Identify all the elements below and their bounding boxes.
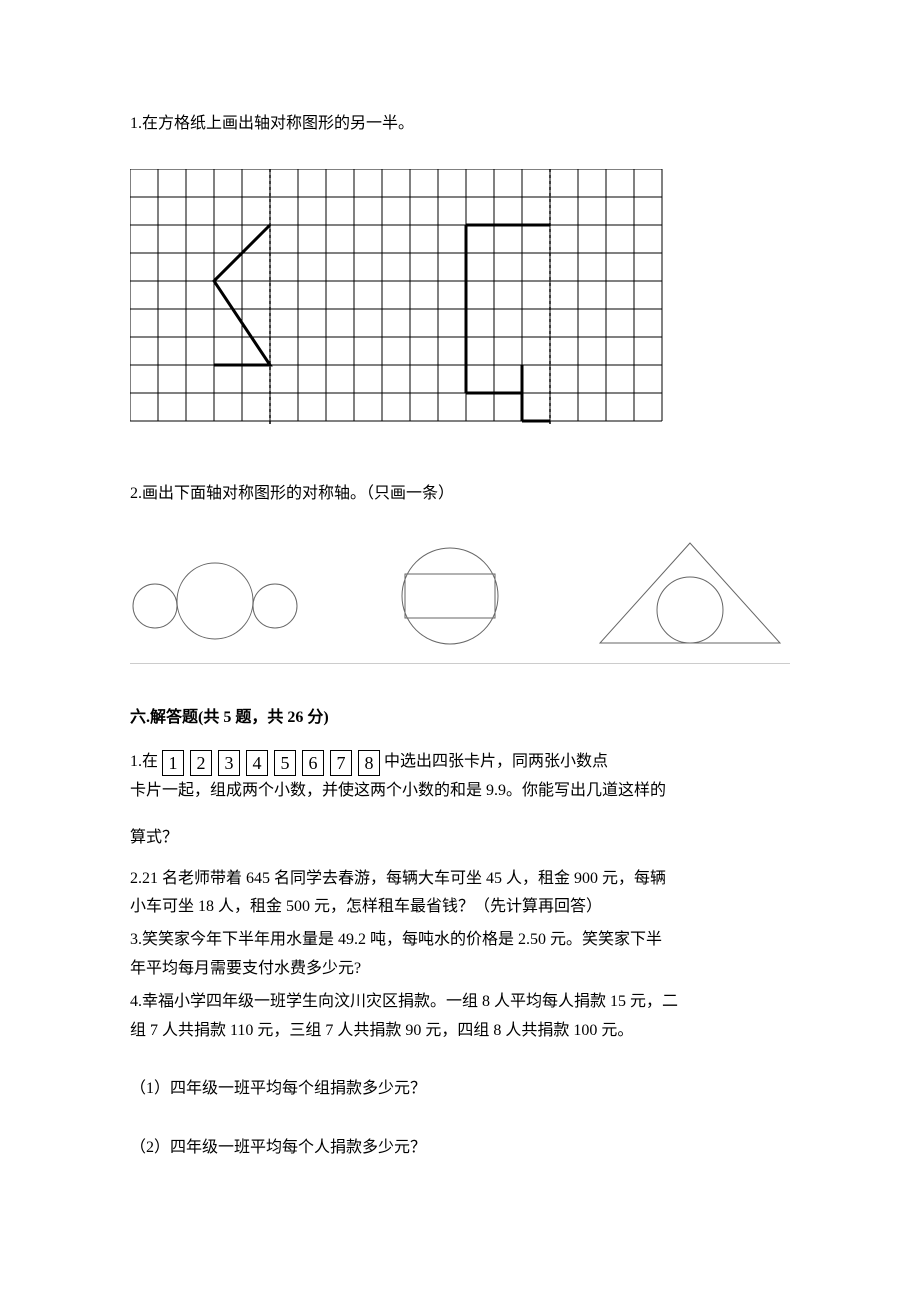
number-card: 4	[246, 750, 268, 776]
q4-sub1: （1）四年级一班平均每个组捐款多少元？	[130, 1075, 790, 1104]
q4-line2: 组 7 人共捐款 110 元，三组 7 人共捐款 90 元，四组 8 人共捐款 …	[130, 1017, 790, 1046]
number-card: 1	[162, 750, 184, 776]
number-card: 6	[302, 750, 324, 776]
symmetry-shapes-row	[130, 538, 790, 664]
q1-prefix: 1.在	[130, 748, 158, 777]
q2-line1: 2.21 名老师带着 645 名同学去春游，每辆大车可坐 45 人，租金 900…	[130, 865, 790, 894]
grid-svg	[130, 169, 670, 429]
q4-line1: 4.幸福小学四年级一班学生向汶川灾区捐款。一组 8 人平均每人捐款 15 元，二	[130, 988, 790, 1017]
q1-line3: 算式？	[130, 824, 790, 853]
number-cards-row: 12345678	[162, 750, 380, 776]
number-card: 3	[218, 750, 240, 776]
q2-line2: 小车可坐 18 人，租金 500 元，怎样租车最省钱？（先计算再回答）	[130, 893, 790, 922]
number-card: 5	[274, 750, 296, 776]
q1-suffix: 中选出四张卡片，同两张小数点	[384, 748, 608, 777]
q3-line2: 年平均每月需要支付水费多少元?	[130, 955, 790, 984]
q1-line2: 卡片一起，组成两个小数，并使这两个小数的和是 9.9。你能写出几道这样的	[130, 777, 790, 806]
section-6-question-1: 1.在 12345678 中选出四张卡片，同两张小数点 卡片一起，组成两个小数，…	[130, 748, 790, 852]
shape-three-circles	[130, 546, 305, 646]
symmetry-grid-figure	[130, 169, 790, 440]
shape-circle-rect	[390, 541, 510, 651]
question-1-text: 1.在方格纸上画出轴对称图形的另一半。	[130, 110, 790, 139]
number-card: 7	[330, 750, 352, 776]
section-6-question-2: 2.21 名老师带着 645 名同学去春游，每辆大车可坐 45 人，租金 900…	[130, 865, 790, 923]
section-6-question-4: 4.幸福小学四年级一班学生向汶川灾区捐款。一组 8 人平均每人捐款 15 元，二…	[130, 988, 790, 1163]
q4-sub2: （2）四年级一班平均每个人捐款多少元？	[130, 1134, 790, 1163]
section-6-header: 六.解答题(共 5 题，共 26 分)	[130, 704, 790, 733]
q3-line1: 3.笑笑家今年下半年用水量是 49.2 吨，每吨水的价格是 2.50 元。笑笑家…	[130, 926, 790, 955]
question-2-text: 2.画出下面轴对称图形的对称轴。（只画一条）	[130, 480, 790, 509]
section-6-question-3: 3.笑笑家今年下半年用水量是 49.2 吨，每吨水的价格是 2.50 元。笑笑家…	[130, 926, 790, 984]
number-card: 2	[190, 750, 212, 776]
shape-triangle-circle	[595, 538, 790, 653]
number-card: 8	[358, 750, 380, 776]
